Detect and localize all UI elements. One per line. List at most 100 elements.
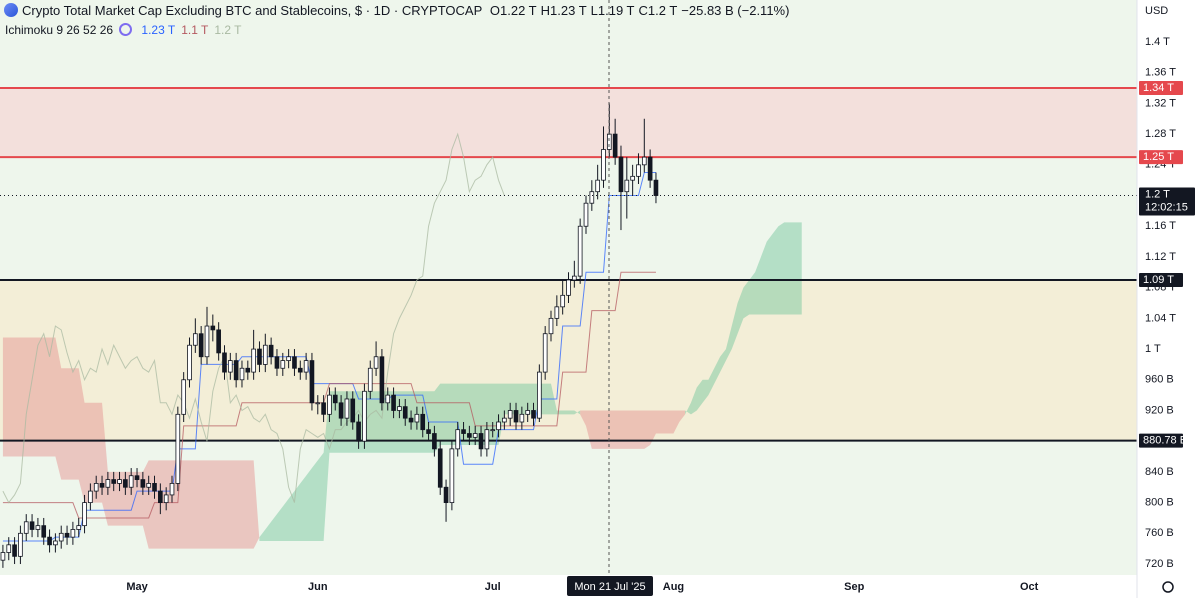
candle-body bbox=[589, 191, 595, 204]
crosshair-label: Mon 21 Jul '25 bbox=[574, 581, 645, 593]
y-tick-label: 960 B bbox=[1145, 374, 1174, 386]
ichimoku-cloud bbox=[580, 410, 686, 449]
candle-body bbox=[542, 333, 548, 373]
candle-body bbox=[251, 348, 256, 373]
y-tick-label: 1.4 T bbox=[1145, 36, 1170, 48]
candle-body bbox=[437, 448, 443, 488]
ohlc-key: O bbox=[489, 3, 500, 18]
candle-body bbox=[426, 429, 431, 434]
currency-label: USD bbox=[1145, 5, 1168, 17]
candle-body bbox=[29, 521, 35, 530]
x-tick-label: Jun bbox=[308, 581, 328, 593]
candle-body bbox=[0, 552, 6, 561]
candle-body bbox=[239, 367, 245, 381]
ohlc-value: 1.23 T bbox=[550, 3, 587, 18]
candle-body bbox=[344, 398, 350, 419]
candle-body bbox=[88, 490, 93, 504]
symbol-icon bbox=[4, 3, 18, 17]
candle-body bbox=[64, 532, 70, 538]
indicator-name: Ichimoku 9 26 52 26 bbox=[5, 23, 114, 37]
ichimoku-cloud bbox=[2, 337, 260, 549]
candle-body bbox=[99, 483, 105, 488]
settings-icon[interactable] bbox=[1162, 581, 1174, 593]
candle-body bbox=[455, 429, 461, 450]
candle-body bbox=[630, 175, 635, 181]
price-zone bbox=[0, 88, 1137, 158]
candle-body bbox=[356, 421, 361, 442]
candle-body bbox=[577, 225, 583, 277]
y-tick-label: 1.28 T bbox=[1145, 128, 1176, 140]
candle-body bbox=[204, 325, 210, 358]
y-tick-label: 800 B bbox=[1145, 497, 1174, 509]
candle-body bbox=[449, 448, 455, 504]
candle-body bbox=[641, 156, 647, 166]
level-label: 880.78 B bbox=[1143, 434, 1187, 446]
candle-body bbox=[187, 344, 192, 381]
candle-body bbox=[193, 333, 198, 346]
candle-body bbox=[432, 433, 437, 450]
candle-body bbox=[513, 410, 519, 423]
candle-body bbox=[367, 367, 373, 392]
candle-body bbox=[169, 483, 175, 496]
candle-body bbox=[484, 429, 490, 450]
candle-body bbox=[41, 525, 47, 538]
candle-body bbox=[105, 479, 111, 488]
candle-body bbox=[158, 490, 163, 504]
candle-body bbox=[391, 394, 396, 411]
candle-body bbox=[309, 360, 315, 404]
ohlc-key: C bbox=[638, 3, 648, 18]
candle-body bbox=[286, 356, 291, 361]
candle-body bbox=[123, 479, 128, 488]
candle-body bbox=[134, 475, 140, 480]
ohlc-key: L bbox=[590, 3, 598, 18]
candle-body bbox=[467, 433, 472, 438]
ohlc-value: 1.22 T bbox=[500, 3, 537, 18]
candle-body bbox=[280, 360, 286, 369]
candle-body bbox=[18, 532, 23, 557]
candle-body bbox=[338, 402, 344, 419]
ichimoku-cloud bbox=[685, 222, 802, 415]
y-tick-label: 760 B bbox=[1145, 527, 1174, 539]
y-tick-label: 1.32 T bbox=[1145, 97, 1176, 109]
candle-body bbox=[414, 413, 420, 423]
candle-body bbox=[612, 133, 618, 158]
candle-body bbox=[566, 279, 571, 296]
candle-body bbox=[315, 402, 321, 405]
indicator-value: 1.23 T bbox=[141, 23, 176, 37]
candle-body bbox=[210, 325, 216, 331]
level-label-box bbox=[1139, 81, 1183, 96]
symbol-header: Crypto Total Market Cap Excluding BTC an… bbox=[4, 3, 793, 18]
level-label-box bbox=[1139, 272, 1183, 287]
y-tick-label: 1.04 T bbox=[1145, 312, 1176, 324]
candle-body bbox=[35, 525, 41, 530]
last-price-label: 1.2 T bbox=[1145, 188, 1170, 200]
candle-body bbox=[128, 475, 134, 488]
candle-body bbox=[402, 406, 408, 419]
candle-body bbox=[408, 417, 414, 423]
candle-body bbox=[583, 202, 589, 227]
candle-body bbox=[70, 529, 76, 538]
candle-body bbox=[507, 410, 513, 419]
symbol-title: Crypto Total Market Cap Excluding BTC an… bbox=[22, 3, 483, 18]
candle-body bbox=[531, 410, 536, 419]
level-label: 1.34 T bbox=[1143, 82, 1174, 94]
candle-body bbox=[332, 394, 338, 404]
y-tick-label: 1 T bbox=[1145, 343, 1161, 355]
x-tick-label: Sep bbox=[844, 581, 864, 593]
candle-body bbox=[76, 525, 82, 530]
candle-body bbox=[636, 164, 641, 177]
price-zone bbox=[0, 279, 1137, 441]
candle-body bbox=[496, 421, 501, 431]
indicator-icon[interactable] bbox=[119, 23, 133, 36]
ohlc-value: 1.2 T bbox=[647, 3, 678, 18]
candle-body bbox=[601, 149, 606, 181]
candle-body bbox=[111, 479, 117, 484]
candle-body bbox=[385, 394, 391, 404]
candle-body bbox=[268, 344, 274, 358]
y-tick-label: 720 B bbox=[1145, 558, 1174, 570]
x-tick-label: Aug bbox=[663, 581, 684, 593]
candle-body bbox=[472, 433, 478, 438]
candle-body bbox=[379, 356, 385, 404]
x-tick-label: Jul bbox=[485, 581, 501, 593]
candle-body bbox=[362, 390, 367, 442]
